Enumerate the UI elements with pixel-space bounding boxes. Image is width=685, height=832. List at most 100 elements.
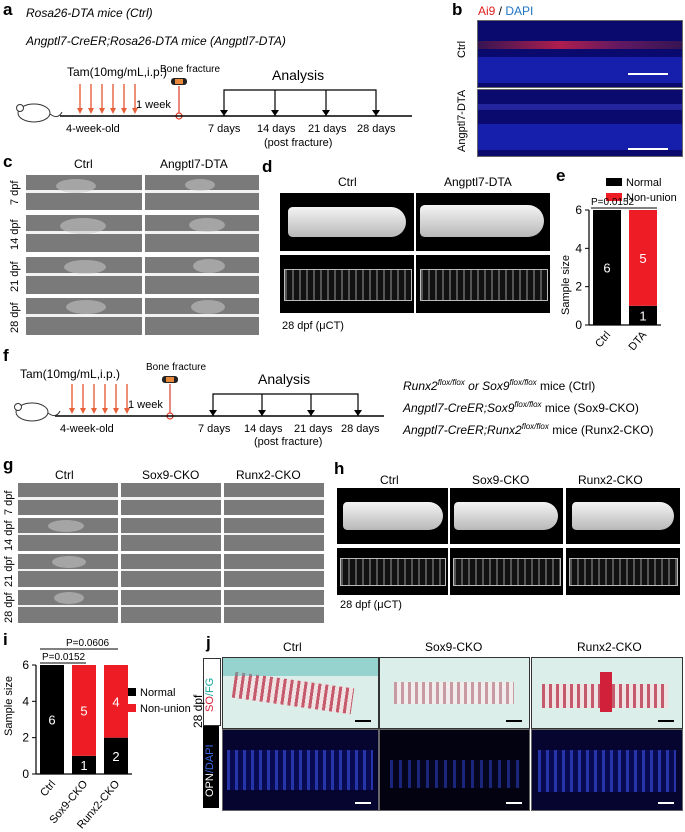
- col-runx2-g: Runx2-CKO: [236, 468, 301, 482]
- chart-e: Normal Non-union P=0.0152 Sample size 0 2…: [560, 177, 677, 350]
- xray-dta-7: [145, 175, 259, 210]
- panel-f-label: f: [3, 346, 9, 365]
- xray-g-ctrl-21: [18, 554, 118, 587]
- uct-section-dta: [416, 255, 550, 313]
- chartE-ytick-label: 2: [575, 280, 582, 294]
- so-fg-label: SO/FG: [204, 677, 216, 712]
- chartI-bar-normal: [104, 737, 128, 774]
- row-label-g-14: 14 dpf: [3, 520, 15, 551]
- ai9-image-ctrl: [477, 20, 683, 88]
- opn-dapi-label: OPN/DAPI: [204, 744, 216, 797]
- xray-ctrl-21: [26, 257, 142, 294]
- row-label-g-28: 28 dpf: [3, 592, 15, 623]
- xray-g-ctrl-7: [18, 483, 118, 515]
- mouse-icon-f: [14, 402, 61, 422]
- row-label-ctrl-b: Ctrl: [456, 40, 468, 58]
- col-runx2-h: Runx2-CKO: [578, 473, 643, 487]
- row-label-j: 28 dpf: [191, 694, 205, 728]
- day-7-f: 7 days: [198, 423, 231, 435]
- day-14: 14 days: [257, 123, 296, 135]
- week-text-f: 1 week: [128, 399, 163, 411]
- legend-i-nonunion: Non-union: [140, 703, 191, 715]
- uct-section-h-ctrl: [337, 548, 448, 595]
- col-ctrl-h: Ctrl: [380, 473, 399, 487]
- opn-dapi-sox9: [379, 729, 530, 811]
- chartI-ytick-label: 2: [22, 731, 29, 745]
- group-ctrl-f: Runx2flox/flox or Sox9flox/flox mice (Ct…: [403, 378, 596, 393]
- chartE-datalabel-normal: 6: [603, 261, 610, 276]
- col-sox9-h: Sox9-CKO: [472, 473, 530, 487]
- panel-b-label: b: [452, 0, 463, 19]
- ai9-dapi-title: Ai9 / DAPI: [478, 4, 534, 18]
- legend-e-normal: Normal: [626, 177, 661, 189]
- xray-g-sox9-21: [121, 554, 221, 587]
- chartI-datalabel-normal: 6: [48, 713, 55, 728]
- uct-section-h-sox9: [450, 548, 563, 595]
- chartI-ytick-label: 4: [22, 694, 29, 708]
- panel-e-label: e: [556, 166, 566, 185]
- legend-e-normal-swatch: [606, 178, 622, 186]
- day-14-f: 14 days: [244, 423, 283, 435]
- uct-section-ctrl: [280, 255, 414, 313]
- group-dta-text: Angptl7-CreER;Rosa26-DTA mice (Angptl7-D…: [26, 34, 286, 48]
- xray-g-runx2-21: [224, 554, 324, 587]
- row-label-c-14: 14 dpf: [9, 219, 21, 250]
- row-label-c-7: 7 dpf: [9, 180, 21, 205]
- opn-dapi-runx2: [531, 729, 683, 811]
- chartE-datalabel-nonunion: 5: [639, 251, 646, 266]
- caption-d: 28 dpf (μCT): [282, 320, 344, 332]
- so-fg-runx2: [531, 657, 683, 729]
- uct-3d-h-ctrl: [337, 488, 448, 544]
- chartE-bar-normal: [593, 210, 621, 325]
- col-sox9-g: Sox9-CKO: [142, 468, 200, 482]
- so-fg-sox9: [379, 657, 530, 729]
- analysis-text: Analysis: [272, 67, 324, 83]
- row-label-c-28: 28 dpf: [9, 302, 21, 333]
- ai9-text: Ai9: [478, 4, 496, 18]
- fracture-text-f: Bone fracture: [146, 362, 206, 373]
- chartI-datalabel-nonunion: 4: [112, 694, 119, 709]
- so-fg-ctrl: [222, 657, 379, 729]
- group-ctrl-text: Rosa26-DTA mice (Ctrl): [26, 6, 153, 20]
- group-runx2-f: Angptl7-CreER;Runx2flox/flox mice (Runx2…: [403, 422, 654, 437]
- xray-dta-28: [145, 298, 259, 335]
- ai9-image-dta: [477, 89, 683, 157]
- row-label-c-21: 21 dpf: [9, 261, 21, 292]
- stain-legend-box: [203, 658, 221, 726]
- panel-d-label: d: [262, 157, 273, 176]
- fluor-legend-box: [203, 726, 219, 808]
- panel-g-label: g: [3, 455, 14, 474]
- chartE-category-label: Ctrl: [593, 329, 613, 350]
- row-label-dta-b: Angptl7-DTA: [456, 89, 468, 152]
- pvalue-e: P=0.0152: [591, 197, 635, 208]
- post-fracture-text: (post fracture): [264, 137, 332, 149]
- day-21: 21 days: [308, 123, 347, 135]
- day-7: 7 days: [208, 123, 241, 135]
- col-runx2-j: Runx2-CKO: [577, 640, 642, 654]
- chartI-ytick-label: 6: [22, 658, 29, 672]
- chartI-category-label: Ctrl: [38, 778, 58, 799]
- col-ctrl-g: Ctrl: [55, 468, 74, 482]
- chartI-bar-normal: [40, 665, 64, 774]
- col-ctrl-d: Ctrl: [338, 175, 357, 189]
- tam-text: Tam(10mg/mL,i.p.): [67, 65, 167, 79]
- uct-3d-h-sox9: [450, 488, 563, 544]
- age-text-f: 4-week-old: [60, 423, 114, 435]
- chartE-bar-nonunion: [629, 210, 657, 306]
- chartI-datalabel-normal: 1: [80, 758, 87, 773]
- dapi-text: DAPI: [505, 4, 534, 18]
- analysis-text-f: Analysis: [258, 371, 310, 387]
- col-ctrl-c: Ctrl: [74, 157, 93, 171]
- chartI-bar-nonunion: [72, 665, 96, 756]
- timeline-f: Tam(10mg/mL,i.p.) Bone fracture Analysis…: [14, 362, 384, 435]
- xray-g-ctrl-14: [18, 518, 118, 551]
- legend-i-normal: Normal: [140, 687, 175, 699]
- xray-g-ctrl-28: [18, 590, 118, 623]
- xray-g-sox9-7: [121, 483, 221, 515]
- day-28-f: 28 days: [341, 423, 380, 435]
- chartI-bar-nonunion: [104, 665, 128, 738]
- row-label-g-7: 7 dpf: [3, 490, 15, 515]
- group-sox9-f: Angptl7-CreER;Sox9flox/flox mice (Sox9-C…: [403, 400, 639, 415]
- uct-3d-h-runx2: [566, 488, 680, 544]
- ylabel-i: Sample size: [3, 676, 15, 736]
